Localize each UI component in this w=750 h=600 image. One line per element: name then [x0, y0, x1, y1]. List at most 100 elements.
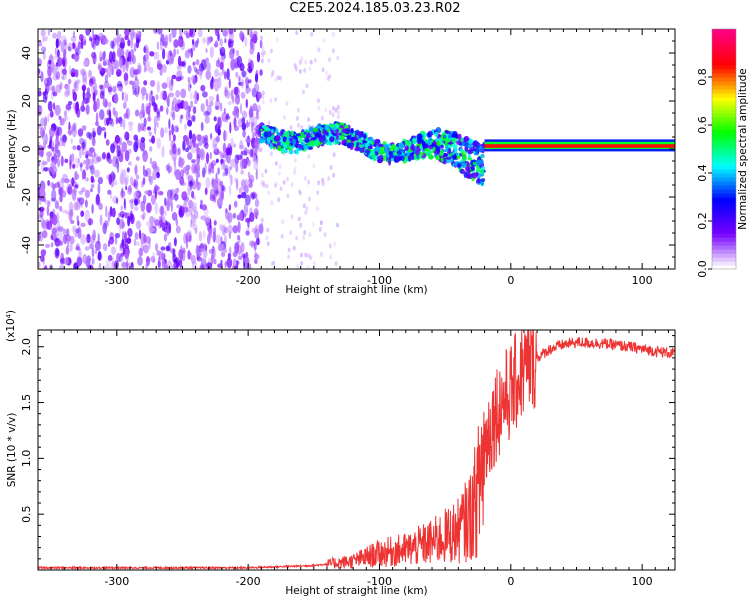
bottom-x-axis-label: Height of straight line (km): [285, 585, 427, 597]
heatmap-cell: [40, 117, 46, 127]
heatmap-cell: [134, 198, 138, 206]
heatmap-cell: [213, 227, 217, 234]
heatmap-cell: [452, 130, 458, 138]
heatmap-cell: [86, 87, 91, 94]
heatmap-cell: [315, 125, 321, 129]
heatmap-cell: [68, 183, 73, 196]
heatmap-cell: [182, 140, 186, 151]
heatmap-cell: [99, 84, 103, 90]
heatmap-cell: [156, 81, 160, 93]
heatmap-cell: [53, 102, 56, 111]
heatmap-cell: [388, 159, 392, 166]
heatmap-cell: [253, 30, 258, 37]
colorbar-segment: [712, 253, 736, 258]
heatmap-cell: [107, 254, 113, 262]
heatmap-cell: [367, 145, 373, 150]
heatmap-cell: [258, 147, 263, 153]
heatmap-cell: [84, 209, 90, 222]
heatmap-cell: [432, 146, 436, 152]
heatmap-cell: [170, 248, 176, 254]
heatmap-cell: [57, 149, 61, 158]
heatmap-cell: [254, 198, 260, 208]
heatmap-cell: [233, 200, 238, 208]
heatmap-cell: [200, 84, 206, 92]
heatmap-cell: [255, 115, 260, 120]
heatmap-cell: [337, 110, 341, 116]
heatmap-cell: [60, 35, 67, 44]
heatmap-cell: [149, 94, 152, 106]
heatmap-cell: [96, 98, 100, 110]
heatmap-cell: [309, 255, 313, 261]
heatmap-cell: [92, 85, 96, 92]
heatmap-cell: [38, 41, 43, 47]
heatmap-cell: [434, 131, 439, 138]
heatmap-cell: [133, 191, 139, 200]
heatmap-cell: [245, 98, 248, 109]
heatmap-cell: [206, 104, 212, 117]
heatmap-cell: [50, 235, 54, 240]
heatmap-cell: [73, 201, 79, 211]
heatmap-cell: [416, 133, 423, 141]
heatmap-cell: [427, 139, 432, 146]
heatmap-cell: [285, 131, 290, 138]
heatmap-cell: [133, 179, 139, 190]
heatmap-cell: [254, 228, 260, 239]
heatmap-cell: [66, 84, 71, 96]
heatmap-cell: [273, 183, 277, 189]
colorbar-segment: [712, 145, 736, 150]
heatmap-cell: [254, 251, 257, 258]
heatmap-cell: [221, 224, 226, 236]
heatmap-cell: [119, 211, 126, 218]
heatmap-cell: [253, 127, 259, 132]
heatmap-cell: [70, 138, 73, 144]
heatmap-cell: [153, 115, 158, 126]
heatmap-cell: [71, 72, 76, 77]
heatmap-cell: [42, 219, 47, 230]
heatmap-cell: [320, 127, 324, 131]
heatmap-cell: [156, 250, 161, 256]
heatmap-cell: [217, 57, 220, 65]
heatmap-cell: [151, 95, 156, 107]
heatmap-cell: [224, 226, 229, 234]
heatmap-cell: [357, 139, 362, 143]
heatmap-cell: [85, 29, 91, 36]
heatmap-cell: [107, 83, 113, 96]
heatmap-cell: [127, 39, 131, 47]
colorbar-segment: [712, 37, 736, 42]
heatmap-cell: [139, 111, 144, 119]
heatmap-cell: [105, 258, 111, 267]
heatmap-cell: [114, 232, 121, 239]
heatmap-cell: [196, 92, 199, 101]
heatmap-cell: [284, 149, 288, 154]
heatmap-cell: [472, 141, 477, 149]
heatmap-cell: [73, 81, 78, 90]
heatmap-cell: [122, 101, 127, 109]
heatmap-cell: [62, 68, 67, 76]
heatmap-cell: [108, 173, 113, 185]
heatmap-cell: [109, 232, 114, 240]
heatmap-cell: [335, 133, 339, 140]
heatmap-cell: [236, 259, 239, 269]
heatmap-cell: [62, 134, 67, 143]
heatmap-cell: [450, 157, 454, 163]
colorbar-tick-label: 0.2: [696, 212, 709, 230]
heatmap-cell: [58, 141, 64, 147]
heatmap-cell: [204, 187, 208, 196]
heatmap-cell: [205, 70, 212, 80]
heatmap-cell: [97, 250, 102, 261]
heatmap-cell: [40, 249, 46, 257]
heatmap-cell: [226, 152, 231, 164]
heatmap-cell: [124, 29, 130, 37]
heatmap-cell: [275, 128, 279, 134]
heatmap-cell: [448, 134, 452, 138]
heatmap-cell: [436, 140, 441, 147]
heatmap-cell: [86, 233, 91, 244]
heatmap-cell: [185, 111, 191, 122]
heatmap-cell: [171, 264, 175, 269]
heatmap-cell: [197, 68, 204, 76]
heatmap-cell: [159, 205, 165, 216]
heatmap-cell: [209, 218, 212, 229]
heatmap-cell: [156, 41, 159, 50]
heatmap-cell: [46, 151, 53, 158]
heatmap-cell: [90, 164, 95, 175]
